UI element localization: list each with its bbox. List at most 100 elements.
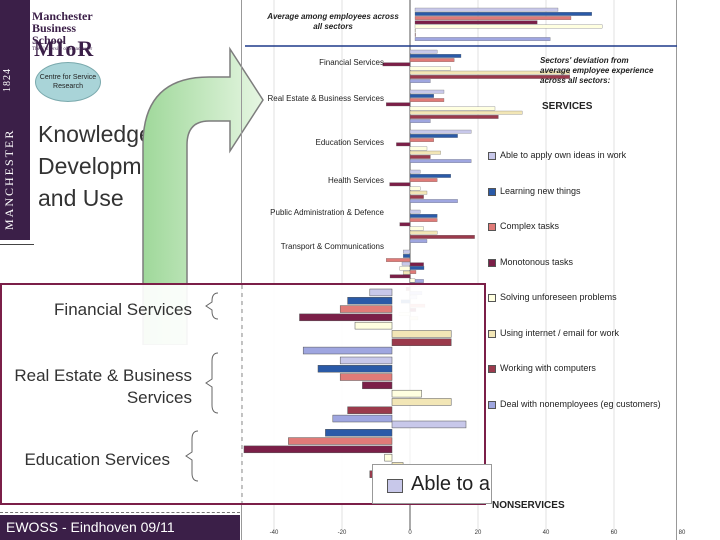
zoom-bar [391, 338, 452, 346]
bar [409, 159, 472, 163]
bar [399, 222, 411, 227]
bar [409, 266, 425, 270]
bar [409, 214, 438, 218]
bar [396, 142, 411, 147]
bar [409, 230, 438, 235]
bar [409, 58, 455, 62]
zoom-bar [288, 437, 393, 445]
zoom-legend-swatch [387, 479, 403, 493]
legend-swatch [488, 294, 496, 302]
bar [409, 110, 523, 115]
legend-swatch [488, 223, 496, 231]
bracket-icon [205, 352, 219, 414]
legend-item: Working with computers [484, 363, 674, 377]
legend-label: Solving unforeseen problems [500, 292, 617, 302]
tick-label: 20 [474, 530, 482, 536]
bar [409, 70, 570, 75]
centre-badge: Centre for Service Research [35, 62, 101, 102]
brand-strip: 1824 MANCHESTER [0, 0, 30, 240]
legend-item: Complex tasks [484, 221, 674, 235]
zoom-bar [362, 381, 393, 390]
bar [409, 169, 421, 174]
bar [409, 94, 434, 98]
legend-swatch [488, 400, 496, 409]
title-line-3: and Use [38, 185, 124, 211]
legend-swatch [488, 152, 496, 160]
bar [414, 12, 592, 16]
bracket-icon [205, 292, 219, 320]
legend-swatch [488, 329, 496, 338]
bar [409, 150, 441, 155]
bar [409, 49, 438, 54]
legend-label: Deal with nonemployees (eg customers) [500, 398, 661, 409]
zoom-bar [384, 453, 393, 462]
legend-label: Complex tasks [500, 221, 560, 231]
zoom-bar [391, 420, 467, 429]
zoom-bar [339, 356, 393, 365]
bar [382, 62, 411, 67]
sector-label: Real Estate & Business Services [267, 94, 385, 103]
zoom-sector-label: Real Estate & Business Services [14, 366, 192, 407]
footer-banner: EWOSS - Eindhoven 09/11 [0, 515, 240, 540]
bar [386, 258, 411, 262]
zoom-bar [332, 414, 393, 423]
sector-label: Education Services [315, 138, 384, 147]
title-line-1: Knowledge [38, 121, 152, 147]
bar [409, 89, 445, 94]
zoom-bar [347, 297, 393, 305]
zoom-bar [243, 445, 393, 454]
zoom-bar [391, 389, 422, 398]
legend-item: Monotonous tasks [484, 257, 674, 271]
average-label: Average among employees across all secto… [267, 12, 399, 31]
bar [409, 239, 428, 243]
bar [409, 54, 462, 58]
legend-label: Working with computers [500, 363, 596, 373]
bar [409, 134, 458, 138]
bar [414, 28, 416, 33]
chart-frame [241, 0, 677, 540]
bar [409, 174, 451, 178]
zoom-bar [391, 330, 452, 338]
bar [409, 98, 445, 102]
legend-item: Using internet / email for work [484, 328, 674, 342]
bar [409, 66, 451, 71]
bar [403, 249, 411, 254]
bar [409, 119, 431, 123]
zoom-sector-label: Education Services [24, 450, 170, 469]
legend-item: Able to apply own ideas in work [484, 150, 674, 164]
bar [409, 262, 424, 267]
legend-label: Using internet / email for work [500, 327, 620, 338]
zoom-sector-label: Financial Services [54, 300, 192, 319]
bar [409, 209, 421, 214]
school-name: Manchester Business School [32, 9, 93, 47]
bar [409, 178, 438, 182]
tick-label: 0 [408, 530, 412, 536]
tick-label: 40 [542, 530, 550, 536]
tick-label: -40 [269, 530, 279, 536]
bar [409, 155, 431, 159]
bar [409, 235, 475, 239]
bar [409, 75, 570, 79]
sector-label: Public Administration & Defence [270, 208, 384, 217]
tick-label: 80 [678, 530, 686, 536]
bar [409, 129, 472, 134]
brand-year: 1824 [2, 68, 13, 92]
bar [414, 7, 559, 12]
legend-item: Learning new things [484, 186, 674, 200]
bar [409, 226, 424, 231]
school-subtitle: The University of Manchester [32, 47, 93, 52]
legend-label: Learning new things [500, 185, 581, 196]
zoom-bar [325, 429, 393, 437]
bar [403, 270, 411, 275]
services-title: SERVICES [542, 101, 593, 112]
zoom-legend-label: Able to a [411, 473, 490, 495]
zoom-bar [391, 398, 452, 406]
sector-label: Financial Services [319, 58, 384, 67]
bar [409, 115, 499, 119]
bar [409, 199, 458, 203]
bar [414, 37, 551, 41]
zoom-bar [302, 346, 393, 355]
bar [409, 190, 428, 195]
legend-item: Deal with nonemployees (eg customers) [484, 399, 674, 413]
